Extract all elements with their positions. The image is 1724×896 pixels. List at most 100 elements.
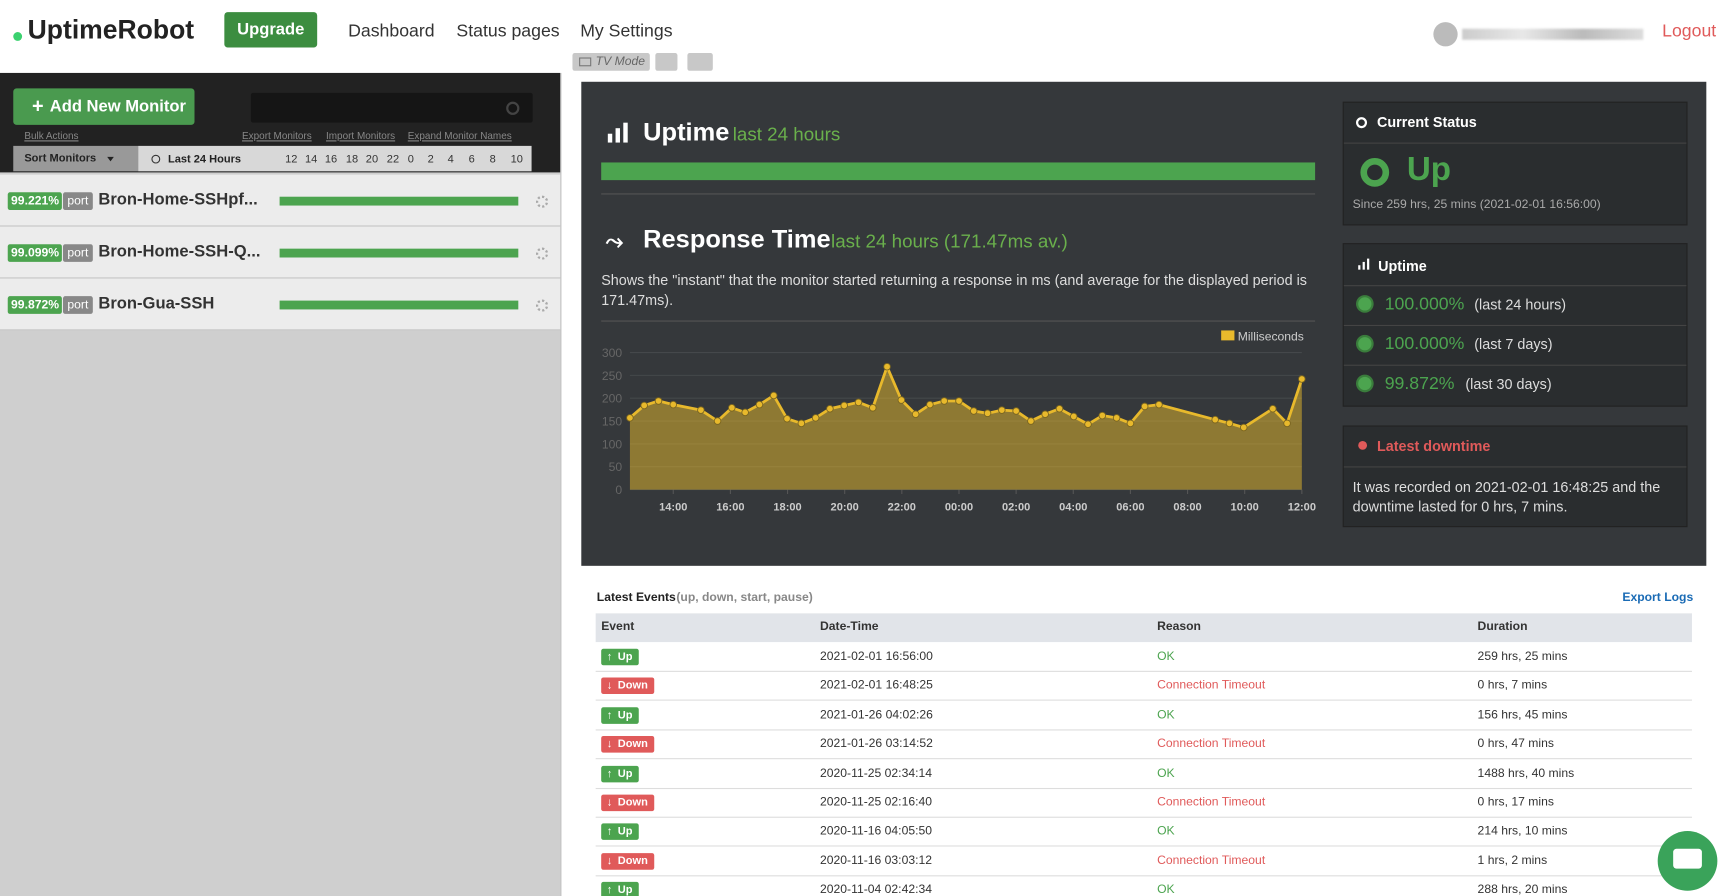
uptime-bar [279, 248, 519, 258]
status-since: Since 259 hrs, 25 mins (2021-02-01 16:56… [1352, 197, 1601, 212]
monitor-panel: Uptime last 24 hours ⤳ Response Time last 24… [581, 81, 1707, 566]
uptime-icon [1362, 261, 1365, 270]
event-duration: 0 hrs, 47 mins [1477, 737, 1554, 751]
add-monitor-button[interactable]: Add New Monitor + [13, 88, 195, 125]
separator [601, 320, 1316, 322]
import-monitors-link[interactable]: Import Monitors [326, 130, 396, 142]
row-divider [595, 787, 1692, 789]
point [1069, 412, 1078, 421]
x-tick-label: 04:00 [1059, 502, 1087, 514]
event-badge: Up ↑ [601, 707, 640, 724]
twitter-button[interactable] [655, 53, 678, 71]
sort-tab[interactable]: Sort Monitors [13, 145, 139, 172]
uptime-icon [623, 122, 628, 143]
upgrade-button[interactable]: Upgrade [224, 12, 318, 48]
monitor-row[interactable]: 99.872% port Bron-Gua-SSH [0, 278, 561, 331]
nav-link[interactable]: My Settings [580, 22, 673, 41]
chat-icon [1673, 848, 1702, 869]
latest-downtime-card: Latest downtime It was recorded on 2021-0… [1342, 425, 1688, 528]
hour-label: 2 [427, 153, 434, 166]
logo[interactable]: UptimeRobot [27, 15, 195, 46]
export-monitors-link[interactable]: Export Monitors [242, 130, 312, 142]
x-tick-label: 10:00 [1231, 502, 1259, 514]
x-tick-label: 06:00 [1116, 502, 1144, 514]
card-divider [1343, 324, 1687, 327]
settings-icon[interactable] [535, 299, 549, 312]
card-title: Uptime [1378, 257, 1427, 275]
period-label: Last 24 Hours [167, 153, 242, 166]
row-divider [595, 699, 1692, 702]
plus-icon: + [32, 95, 44, 118]
nav-link[interactable]: Dashboard [348, 22, 435, 41]
tv-mode-button[interactable]: TV Mode [572, 53, 650, 71]
monitor-row[interactable]: 99.099% port Bron-Home-SSH-Q... [0, 226, 561, 279]
hour-label: 20 [365, 153, 379, 166]
monitor-row[interactable]: 99.221% port Bron-Home-SSHpf... [0, 174, 561, 227]
hour-label: 12 [285, 153, 298, 166]
event-label: Down [617, 738, 648, 751]
response-chart: 0 50 100 150 200 250 300 14:00 16:00 18:00 20:00 22… [602, 329, 1316, 513]
uptime-value: 100.000% [1384, 295, 1465, 314]
nav-link[interactable]: Status pages [456, 22, 560, 41]
status-up-icon [1360, 158, 1390, 187]
point [854, 398, 863, 407]
point [755, 400, 764, 409]
point [797, 419, 806, 428]
chat-button[interactable] [1657, 831, 1718, 891]
settings-icon[interactable] [535, 195, 549, 208]
hour-label: 18 [345, 153, 359, 166]
x-tick-label: 16:00 [716, 502, 744, 514]
point [626, 414, 634, 422]
event-duration: 1 hrs, 2 mins [1477, 854, 1548, 868]
event-reason: OK [1157, 883, 1175, 896]
card-divider [1343, 142, 1687, 144]
event-arrow: ↑ [606, 709, 613, 722]
status-icon [1358, 337, 1372, 351]
event-datetime: 2020-11-25 02:34:14 [820, 766, 932, 780]
x-tick-label: 22:00 [888, 502, 916, 514]
x-tick-label: 02:00 [1002, 502, 1030, 514]
expand-names-link[interactable]: Expand Monitor Names [407, 130, 512, 142]
point [1112, 414, 1121, 422]
logo-dot [13, 32, 23, 41]
event-arrow: ↓ [606, 855, 613, 868]
point [1055, 404, 1064, 413]
logout-link[interactable]: Logout [1662, 22, 1717, 41]
point [741, 408, 749, 417]
event-badge: Up ↑ [601, 882, 640, 896]
facebook-button[interactable] [687, 53, 713, 71]
event-badge: Down ↓ [601, 677, 655, 695]
event-badge: Up ↑ [601, 648, 640, 666]
event-duration: 0 hrs, 17 mins [1477, 795, 1554, 809]
y-tick-label: 50 [609, 460, 623, 474]
y-tick-label: 300 [602, 346, 623, 360]
point [1027, 417, 1035, 425]
events-filter: (up, down, start, pause) [676, 591, 813, 605]
bulk-actions-link[interactable]: Bulk Actions [24, 130, 79, 142]
event-badge: Up ↑ [601, 765, 640, 782]
settings-icon[interactable] [535, 247, 549, 260]
search-box[interactable] [250, 92, 533, 123]
events-title: Latest Events [596, 591, 676, 605]
point [897, 396, 906, 404]
legend-label: Milliseconds [1238, 329, 1304, 343]
event-badge: Down ↓ [601, 852, 655, 870]
event-label: Up [617, 884, 633, 896]
event-badge: Down ↓ [601, 794, 655, 812]
point [769, 391, 778, 400]
export-logs-link[interactable]: Export Logs [1622, 591, 1694, 605]
uptime-bar [279, 196, 519, 206]
point [955, 397, 963, 405]
uptime-title: Uptime [643, 117, 730, 146]
x-tick-label: 20:00 [831, 502, 859, 514]
point [1211, 415, 1219, 424]
uptime-bar [601, 162, 1316, 181]
chart-body: 0 50 100 150 200 250 300 14:00 16:00 18:00 20:00 22… [602, 329, 1316, 513]
uptime-stats-card: Uptime 100.000% (last 24 hours) 100.000% (la… [1342, 243, 1688, 407]
event-datetime: 2020-11-16 03:03:12 [820, 854, 932, 868]
uptime-icon [1358, 265, 1361, 270]
event-arrow: ↑ [606, 884, 613, 896]
event-arrow: ↓ [606, 796, 613, 809]
y-tick-label: 200 [602, 392, 623, 406]
event-duration: 156 hrs, 45 mins [1477, 708, 1568, 722]
